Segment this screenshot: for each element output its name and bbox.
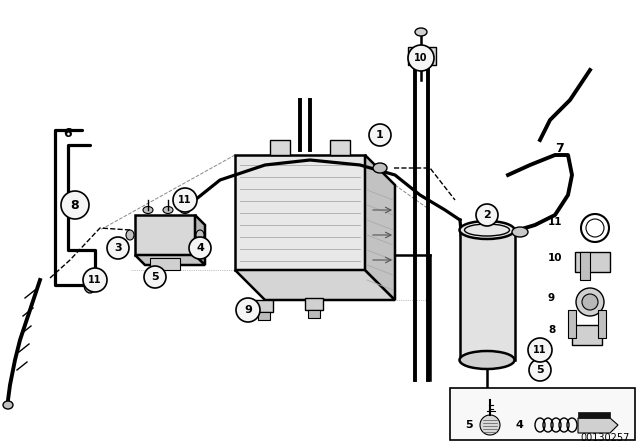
Bar	[308, 310, 320, 318]
Text: 5: 5	[536, 365, 544, 375]
Ellipse shape	[460, 221, 515, 239]
Circle shape	[173, 188, 197, 212]
Text: 00130257: 00130257	[580, 433, 630, 443]
Circle shape	[480, 415, 500, 435]
Text: 11: 11	[179, 195, 192, 205]
Circle shape	[528, 338, 552, 362]
Text: 5: 5	[151, 272, 159, 282]
Ellipse shape	[143, 207, 153, 214]
Ellipse shape	[126, 230, 134, 240]
Bar	[255, 300, 273, 312]
Bar	[572, 325, 602, 345]
Text: 3: 3	[114, 243, 122, 253]
Circle shape	[582, 294, 598, 310]
Ellipse shape	[512, 227, 528, 237]
Bar	[598, 310, 606, 338]
Text: 8: 8	[548, 325, 556, 335]
Ellipse shape	[3, 401, 13, 409]
Text: 4: 4	[515, 420, 523, 430]
Text: 2: 2	[483, 210, 491, 220]
Text: 1: 1	[376, 130, 384, 140]
Text: 11: 11	[548, 217, 563, 227]
Bar	[580, 252, 590, 280]
Bar	[450, 388, 635, 440]
Circle shape	[189, 237, 211, 259]
Polygon shape	[235, 270, 395, 300]
Text: 8: 8	[70, 198, 79, 211]
Ellipse shape	[373, 163, 387, 173]
Polygon shape	[195, 215, 205, 265]
Bar	[270, 140, 290, 155]
Circle shape	[408, 45, 434, 71]
Text: 10: 10	[548, 253, 563, 263]
Polygon shape	[578, 418, 618, 433]
Bar	[258, 312, 270, 320]
Text: 9: 9	[244, 305, 252, 315]
Circle shape	[61, 191, 89, 219]
Circle shape	[144, 266, 166, 288]
Circle shape	[576, 288, 604, 316]
Ellipse shape	[460, 351, 515, 369]
Polygon shape	[235, 155, 365, 270]
Polygon shape	[365, 155, 395, 300]
Text: 11: 11	[533, 345, 547, 355]
Ellipse shape	[479, 393, 495, 403]
Ellipse shape	[180, 207, 190, 214]
Circle shape	[476, 204, 498, 226]
Text: 6: 6	[64, 126, 72, 139]
Bar	[568, 310, 576, 338]
Polygon shape	[135, 255, 205, 265]
Text: 7: 7	[556, 142, 564, 155]
Bar	[330, 140, 350, 155]
Ellipse shape	[196, 230, 204, 240]
Polygon shape	[135, 215, 195, 255]
Text: 11: 11	[88, 275, 102, 285]
Bar	[150, 258, 180, 270]
Ellipse shape	[84, 277, 96, 293]
Ellipse shape	[163, 207, 173, 214]
Circle shape	[369, 124, 391, 146]
Bar	[305, 298, 323, 310]
Text: 9: 9	[548, 293, 555, 303]
Circle shape	[236, 298, 260, 322]
Bar	[578, 412, 610, 418]
Circle shape	[107, 237, 129, 259]
Circle shape	[529, 359, 551, 381]
Circle shape	[83, 268, 107, 292]
Ellipse shape	[415, 28, 427, 36]
Bar	[575, 252, 610, 272]
Bar	[408, 47, 436, 65]
Bar	[460, 230, 515, 360]
Text: 4: 4	[196, 243, 204, 253]
Text: 10: 10	[414, 53, 428, 63]
Text: 5: 5	[465, 420, 472, 430]
